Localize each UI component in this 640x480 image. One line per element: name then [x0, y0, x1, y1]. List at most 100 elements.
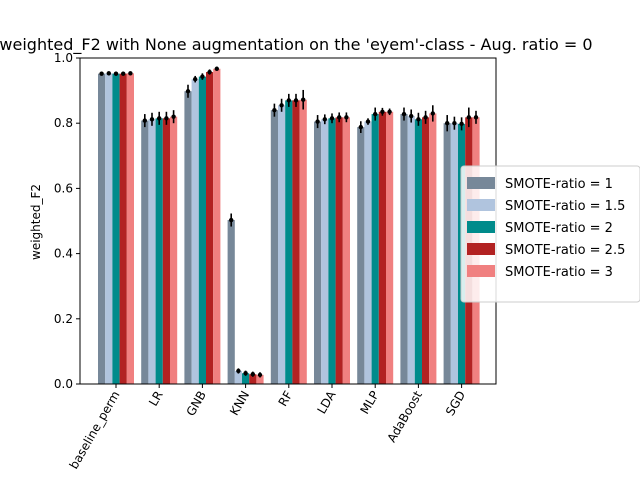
error-bar-marker	[128, 71, 133, 76]
bar	[234, 370, 242, 384]
bar	[364, 121, 372, 384]
error-bar-marker	[171, 114, 176, 119]
bar	[400, 114, 408, 385]
y-tick-label: 0.8	[54, 116, 73, 130]
error-bar-marker	[236, 368, 241, 374]
bar	[371, 114, 379, 385]
x-tick-label: GNB	[184, 389, 209, 419]
error-bar-marker	[106, 71, 112, 76]
error-bar-marker	[257, 372, 263, 378]
y-axis-label: weighted_F2	[29, 184, 43, 260]
legend-swatch	[467, 265, 495, 277]
y-tick-label: 1.0	[54, 51, 73, 65]
bar	[227, 220, 235, 384]
legend: SMOTE-ratio = 1 SMOTE-ratio = 1.5 SMOTE-ra…	[460, 165, 640, 303]
x-tick-label: SGD	[443, 389, 468, 419]
error-bar-marker	[380, 109, 385, 114]
bar	[162, 118, 170, 384]
bars-layer	[98, 68, 480, 385]
bar	[256, 374, 264, 384]
bar	[357, 127, 365, 384]
error-bar-marker	[279, 103, 284, 108]
error-bar-marker	[409, 113, 414, 119]
error-bar-marker	[113, 71, 119, 76]
bar	[328, 118, 336, 384]
error-bar-marker	[121, 71, 126, 76]
legend-swatch	[467, 199, 495, 211]
legend-swatch	[467, 221, 495, 233]
bar	[378, 111, 386, 384]
error-bar-marker	[423, 115, 428, 120]
legend-swatch	[467, 243, 495, 255]
legend-label: SMOTE-ratio = 1	[505, 177, 613, 192]
y-tick-label: 0.0	[54, 377, 73, 391]
bar	[299, 99, 307, 384]
bar	[155, 118, 163, 384]
bar	[249, 374, 257, 384]
y-tick-label: 0.4	[54, 247, 73, 261]
bar	[278, 105, 286, 385]
error-bar-marker	[430, 111, 435, 116]
error-bar-marker	[99, 71, 104, 76]
legend-label: SMOTE-ratio = 2.5	[505, 243, 625, 258]
error-bar-marker	[344, 115, 349, 120]
error-bar-marker	[387, 109, 392, 114]
x-tick-label: AdaBoost	[384, 388, 425, 444]
bar	[213, 68, 221, 385]
bar	[321, 119, 329, 385]
bar	[112, 73, 120, 384]
x-tick-label: RF	[276, 388, 296, 408]
error-bar-marker	[358, 124, 363, 130]
bar	[314, 121, 322, 384]
error-bar-marker	[329, 116, 335, 121]
error-bars-layer	[99, 66, 479, 378]
error-bar-marker	[164, 116, 169, 121]
error-bar-marker	[142, 118, 147, 123]
error-bar-marker	[315, 119, 320, 124]
bar	[119, 73, 127, 384]
error-bar-marker	[293, 98, 299, 103]
bar	[429, 113, 437, 385]
error-bar-marker	[401, 111, 407, 117]
bar	[242, 373, 250, 384]
error-bar-marker	[214, 66, 219, 71]
bar	[407, 116, 415, 384]
error-bar-marker	[243, 371, 248, 376]
x-tick-label: LDA	[315, 388, 339, 416]
error-bar-marker	[157, 116, 162, 121]
legend-label: SMOTE-ratio = 1.5	[505, 199, 625, 214]
x-tick-label: LR	[146, 389, 166, 409]
error-bar-marker	[373, 111, 378, 117]
x-tick-label: baseline_perm	[67, 389, 123, 472]
bar	[422, 117, 430, 384]
bar	[126, 73, 134, 385]
error-bar-marker	[272, 107, 277, 113]
bar	[98, 73, 106, 384]
bar	[191, 79, 199, 384]
error-bar-marker	[301, 97, 306, 102]
bar	[198, 76, 206, 384]
bar	[335, 117, 343, 384]
error-bar-marker	[337, 115, 342, 120]
bar	[386, 111, 394, 384]
bar	[141, 120, 149, 384]
error-bar-marker	[250, 372, 255, 377]
bar	[105, 73, 113, 385]
bar	[184, 91, 192, 384]
x-tick-label: KNN	[227, 389, 252, 418]
error-bar-marker	[466, 115, 471, 120]
error-bar-marker	[207, 69, 212, 75]
legend-label: SMOTE-ratio = 2	[505, 221, 613, 236]
error-bar-marker	[445, 121, 450, 126]
error-bar-marker	[473, 115, 479, 120]
error-bar-marker	[459, 121, 464, 127]
legend-label: SMOTE-ratio = 3	[505, 265, 613, 280]
bar	[292, 100, 300, 384]
error-bar-marker	[416, 117, 421, 122]
error-bar-marker	[200, 74, 205, 79]
legend-box	[460, 165, 640, 303]
error-bar-marker	[365, 119, 371, 124]
bar	[285, 100, 293, 384]
error-bar-marker	[193, 76, 198, 82]
